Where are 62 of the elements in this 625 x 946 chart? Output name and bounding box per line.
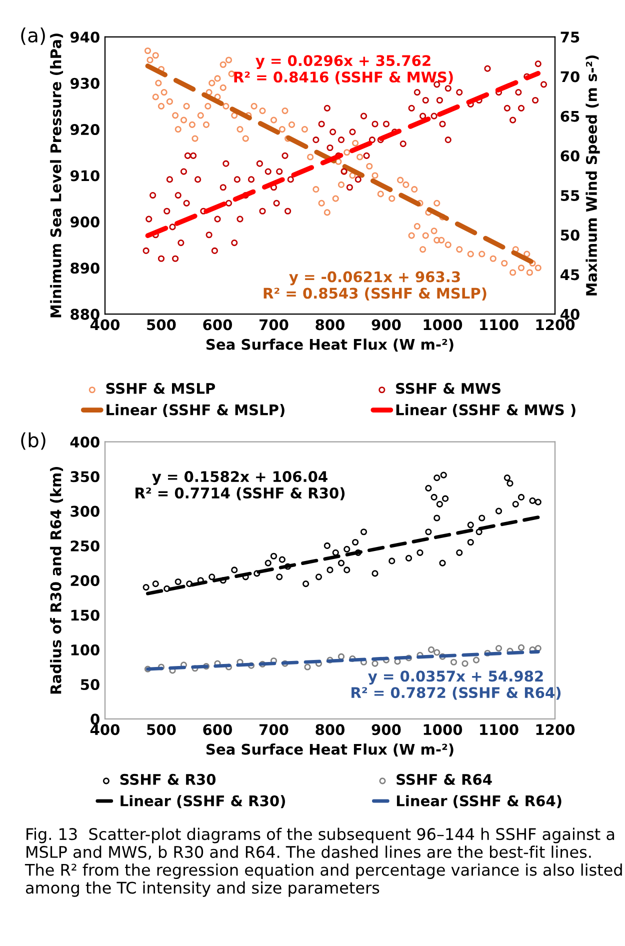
x-tick-label: 1200 [536,319,575,330]
legend-label: Linear (SSHF & R30) [120,795,285,808]
y2-axis-title: Maximum Wind Speed (m s-²) [586,55,600,296]
x-tick-label: 400 [90,319,120,330]
y2-tick-label: 50 [560,230,580,241]
legend-label: Linear (SSHF & MWS ) [396,404,576,418]
y2-tick-label: 70 [560,71,580,82]
x-tick-label: 700 [260,724,288,736]
y2-tick-label: 45 [560,269,580,280]
x-tick-label: 1000 [424,319,462,330]
annotation: y = -0.0621x + 963.3 R² = 0.8543 (SSHF & MSLP) [264,271,486,300]
y-tick-label: 880 [70,308,100,320]
legend-label: SSHF & R64 [396,774,492,785]
legend-label: Linear (SSHF & R64) [396,795,562,808]
y2-tick-label: 55 [560,190,580,202]
legend-label: Linear (SSHF & MSLP) [106,404,284,418]
y-tick-label: 920 [70,124,100,136]
y-tick-label: 150 [71,610,100,621]
y-tick-label: 300 [70,506,100,517]
x-tick-label: 700 [260,319,288,330]
annotation: y = 0.0357x + 54.982 R² = 0.7872 (SSHF & R64) [352,670,561,700]
annotation: y = 0.0296x + 35.762 R² = 0.8416 (SSHF & MWS) [234,55,453,84]
y2-tick-label: 40 [560,308,580,320]
x-tick-label: 400 [90,724,120,736]
legend-label: SSHF & MSLP [106,382,216,394]
x-axis-title: Sea Surface Heat Flux (W m-²) [206,743,454,756]
y-tick-label: 940 [70,32,100,43]
y-tick-label: 350 [70,471,100,482]
y2-tick-label: 60 [560,150,580,162]
y-tick-label: 930 [70,78,100,89]
y-tick-label: 250 [70,540,100,552]
y-tick-label: 400 [70,436,100,448]
y-tick-label: 900 [70,216,100,228]
x-axis-title: Sea Surface Heat Flux (W m-²) [206,338,454,352]
x-tick-label: 600 [203,724,232,736]
y-tick-label: 100 [71,644,100,656]
x-tick-label: 500 [147,724,176,736]
y-axis-title: Radius of R30 and R64 (km) [50,466,64,694]
y2-tick-label: 65 [560,110,580,122]
x-tick-label: 1000 [424,724,462,736]
x-tick-label: 900 [372,319,401,330]
x-tick-label: 800 [316,319,345,330]
y-axis-title: Minimum Sea Level Pressure (hPa) [50,34,64,318]
annotation: y = 0.1582x + 106.04 R² = 0.7714 (SSHF & R30) [136,471,345,500]
chart-title: (b) [21,432,46,450]
x-tick-label: 1100 [480,724,518,736]
legend-label: SSHF & R30 [120,774,216,785]
legend-label: SSHF & MWS [396,382,500,394]
x-tick-label: 800 [316,724,345,736]
x-tick-label: 1100 [480,319,518,330]
y-tick-label: 200 [70,575,100,586]
x-tick-label: 900 [372,724,401,736]
y-tick-label: 50 [80,679,100,690]
y-tick-label: 910 [70,170,100,182]
x-tick-label: 600 [203,319,232,330]
x-tick-label: 1200 [536,724,575,736]
y-tick-label: 890 [70,262,100,274]
y-tick-label: 0 [90,714,100,725]
x-tick-label: 500 [147,319,176,330]
caption: Fig. 13 Scatter-plot diagrams of the subsequent 96–144 h SSHF against a MSLP and MWS, b R30 and R64. The dashed lines are the best-fit lines. The R² from the regression equation and percentage variance is also listed among the TC intensity and size parameters [24,828,622,897]
y2-tick-label: 75 [560,32,580,43]
chart-title: (a) [21,28,45,45]
